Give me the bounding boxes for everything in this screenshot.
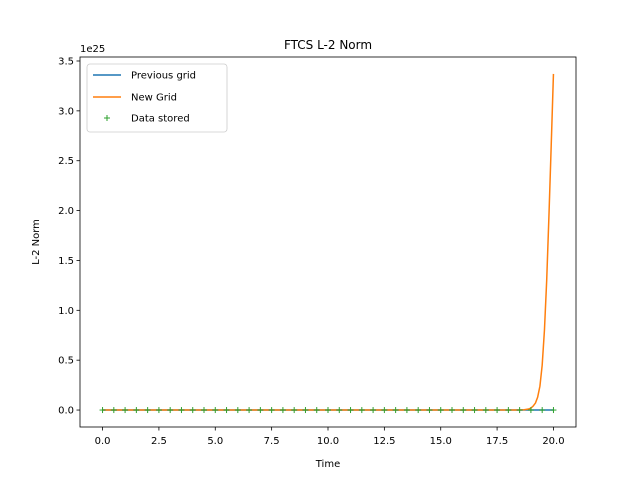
data-point-data-stored — [313, 407, 320, 414]
data-point-data-stored — [392, 407, 399, 414]
data-point-data-stored — [279, 407, 286, 414]
legend-swatch-data-stored — [104, 115, 110, 121]
y-tick-label: 2.5 — [58, 156, 74, 167]
data-point-data-stored — [223, 407, 230, 414]
x-tick-label: 15.0 — [430, 436, 452, 447]
y-axis: 0.0 0.5 1.0 1.5 2.0 2.5 3.0 3.5 — [58, 56, 80, 417]
data-point-data-stored — [550, 407, 557, 414]
data-point-data-stored — [471, 407, 478, 414]
data-point-data-stored — [516, 407, 523, 414]
data-point-data-stored — [358, 407, 365, 414]
y-tick-label: 0.5 — [58, 356, 74, 367]
data-point-data-stored — [178, 407, 185, 414]
x-axis-label: Time — [315, 459, 340, 470]
data-point-data-stored — [403, 407, 410, 414]
y-tick-label: 3.0 — [58, 106, 74, 117]
data-point-data-stored — [449, 407, 455, 414]
x-tick-label: 10.0 — [317, 436, 339, 447]
data-point-data-stored — [212, 407, 219, 414]
series-line-new-grid — [102, 73, 555, 411]
legend-label-previous-grid: Previous grid — [131, 71, 196, 82]
data-point-data-stored — [268, 407, 275, 414]
series-layer — [99, 73, 557, 414]
x-tick-label: 2.5 — [151, 436, 167, 447]
data-point-data-stored — [426, 407, 433, 414]
data-point-data-stored — [539, 407, 546, 414]
data-point-data-stored — [291, 407, 298, 414]
y-offset-label: 1e25 — [80, 44, 105, 55]
data-point-data-stored — [347, 407, 354, 414]
y-tick-label: 3.5 — [58, 56, 74, 67]
chart-title: FTCS L-2 Norm — [284, 38, 372, 52]
x-tick-label: 5.0 — [207, 436, 223, 447]
data-point-data-stored — [302, 407, 309, 414]
data-point-data-stored — [415, 407, 422, 414]
data-point-data-stored — [460, 407, 467, 414]
data-point-data-stored — [110, 407, 117, 414]
x-axis: 0.0 2.5 5.0 7.5 10.0 12.5 15.0 17.5 20.0 — [95, 427, 565, 447]
data-point-data-stored — [99, 407, 106, 414]
data-point-data-stored — [505, 407, 512, 414]
data-point-data-stored — [155, 407, 162, 414]
x-tick-label: 17.5 — [486, 436, 508, 447]
data-point-data-stored — [527, 407, 534, 414]
x-tick-label: 20.0 — [542, 436, 564, 447]
y-axis-label: L-2 Norm — [31, 219, 42, 265]
x-tick-label: 7.5 — [264, 436, 280, 447]
y-tick-label: 1.0 — [58, 306, 74, 317]
legend-box — [86, 63, 228, 133]
data-point-data-stored — [189, 407, 196, 414]
data-point-data-stored — [437, 407, 444, 414]
legend-label-new-grid: New Grid — [131, 93, 177, 104]
data-point-data-stored — [122, 407, 129, 414]
legend: Previous grid New Grid Data stored — [86, 63, 228, 133]
data-point-data-stored — [144, 407, 151, 414]
x-tick-label: 0.0 — [95, 436, 111, 447]
data-point-data-stored — [234, 407, 241, 414]
data-point-data-stored — [494, 407, 501, 414]
data-point-data-stored — [325, 407, 331, 414]
data-point-data-stored — [370, 407, 377, 414]
data-point-data-stored — [381, 407, 388, 414]
data-point-data-stored — [336, 407, 343, 414]
data-point-data-stored — [167, 407, 174, 414]
data-point-data-stored — [201, 407, 207, 414]
data-point-data-stored — [246, 407, 253, 414]
y-tick-label: 1.5 — [58, 256, 74, 267]
data-point-data-stored — [257, 407, 264, 414]
y-tick-label: 2.0 — [58, 206, 74, 217]
x-tick-label: 12.5 — [373, 436, 395, 447]
data-point-data-stored — [482, 407, 489, 414]
data-point-data-stored — [133, 407, 140, 414]
y-tick-label: 0.0 — [58, 406, 74, 417]
legend-label-data-stored: Data stored — [131, 114, 190, 125]
